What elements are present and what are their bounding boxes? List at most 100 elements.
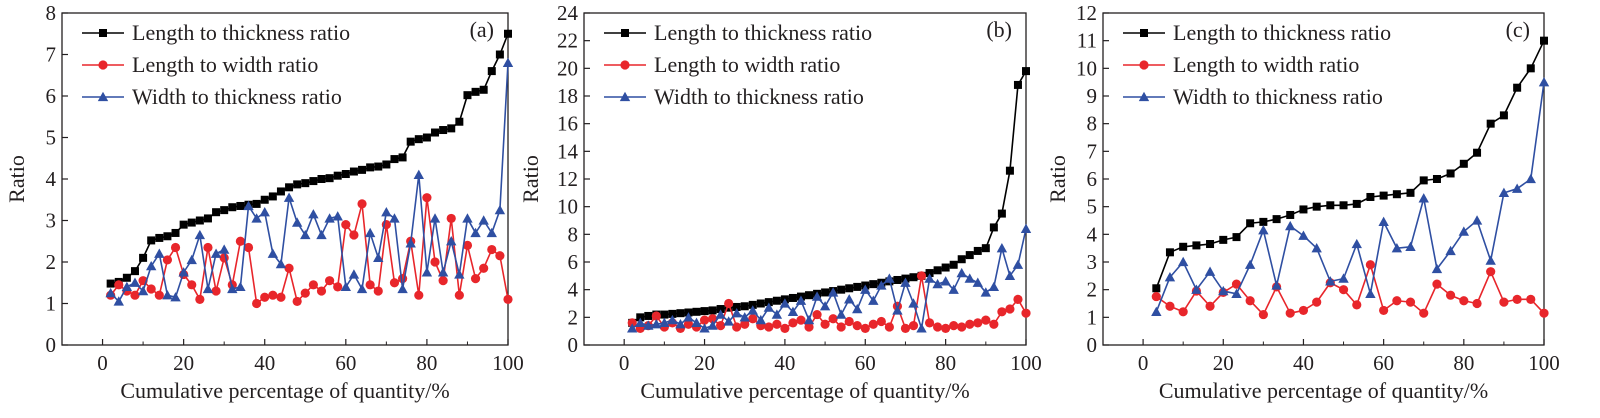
data-point <box>437 267 449 277</box>
legend-label: Width to thickness ratio <box>654 84 864 109</box>
y-tick-label: 5 <box>46 126 57 150</box>
data-point <box>780 323 790 333</box>
series-line <box>1155 40 1545 289</box>
data-point <box>997 209 1006 218</box>
data-point <box>707 314 718 324</box>
data-point <box>627 318 637 328</box>
data-point <box>1231 279 1242 289</box>
data-point <box>659 317 670 328</box>
data-point <box>292 296 302 307</box>
data-point <box>788 318 798 328</box>
data-point <box>772 296 781 305</box>
data-point <box>341 170 350 179</box>
y-tick-label: 0 <box>46 333 57 357</box>
legend-marker <box>97 91 109 102</box>
y-tick-label: 6 <box>1087 167 1098 191</box>
data-point <box>739 312 750 322</box>
data-point <box>462 240 473 250</box>
data-point <box>373 286 383 296</box>
data-point <box>381 207 392 217</box>
data-point <box>732 302 741 311</box>
data-point <box>139 253 148 262</box>
data-point <box>1365 260 1376 270</box>
data-point <box>1445 245 1456 256</box>
panel-b: 0 20 40 60 80 100024681012141618202224Cumulat… <box>518 1 1042 403</box>
data-point <box>1271 280 1282 290</box>
data-point <box>1351 238 1362 249</box>
data-point <box>252 298 262 309</box>
data-point <box>235 236 245 246</box>
data-point <box>1513 83 1522 92</box>
data-point <box>195 294 205 304</box>
data-point <box>1325 276 1336 286</box>
data-point <box>820 319 830 329</box>
y-tick-label: 0 <box>568 333 579 357</box>
data-point <box>1165 301 1175 311</box>
series-line <box>110 62 509 303</box>
data-point <box>1012 259 1024 269</box>
data-point <box>503 294 513 304</box>
data-point <box>1405 241 1416 251</box>
data-point <box>414 135 423 144</box>
data-point <box>1177 256 1189 267</box>
data-point <box>137 285 149 296</box>
data-point <box>187 218 196 227</box>
data-point <box>1311 242 1322 253</box>
data-point <box>317 175 326 183</box>
data-point <box>1206 240 1215 249</box>
data-point <box>1285 220 1296 231</box>
data-point <box>989 223 998 232</box>
data-point <box>260 292 270 302</box>
data-point <box>113 296 124 306</box>
data-point <box>309 177 318 186</box>
data-point <box>1406 188 1415 197</box>
data-point <box>1418 193 1429 203</box>
legend-marker <box>1139 60 1149 70</box>
data-point <box>1312 202 1321 211</box>
data-point <box>884 273 895 283</box>
data-point <box>916 323 927 333</box>
x-tick-label: 100 <box>1010 351 1042 375</box>
data-point <box>308 209 319 219</box>
data-point <box>1538 76 1550 87</box>
x-tick-label: 100 <box>492 351 524 375</box>
data-point <box>805 291 814 300</box>
data-point <box>495 50 504 59</box>
x-tick-label: 60 <box>1373 351 1394 375</box>
data-point <box>860 323 870 333</box>
data-point <box>868 295 879 305</box>
data-point <box>487 67 496 76</box>
data-point <box>908 298 919 308</box>
data-point <box>251 213 262 223</box>
data-point <box>908 321 919 331</box>
data-point <box>996 242 1008 253</box>
data-point <box>364 227 376 238</box>
data-point <box>988 281 1000 292</box>
data-point <box>170 242 181 253</box>
data-point <box>341 220 351 230</box>
data-point <box>284 263 294 273</box>
data-point <box>667 314 678 325</box>
y-tick-label: 6 <box>568 250 579 274</box>
data-point <box>771 309 783 319</box>
data-point <box>772 319 782 329</box>
data-point <box>236 201 245 210</box>
data-point <box>122 273 131 282</box>
data-point <box>1218 285 1229 296</box>
data-point <box>723 316 734 326</box>
data-point <box>1445 290 1456 300</box>
y-tick-label: 11 <box>1077 29 1097 53</box>
x-tick-label: 0 <box>619 351 630 375</box>
data-point <box>349 230 359 240</box>
data-point <box>446 213 456 224</box>
data-point <box>333 171 342 180</box>
x-tick-label: 20 <box>1213 351 1234 375</box>
data-point <box>494 204 506 215</box>
data-point <box>700 307 709 316</box>
legend: Length to thickness ratio Length to width… <box>82 20 350 109</box>
data-point <box>1432 175 1441 183</box>
data-point <box>1352 300 1362 310</box>
data-point <box>893 275 902 284</box>
data-point <box>105 287 116 298</box>
data-point <box>293 180 302 189</box>
